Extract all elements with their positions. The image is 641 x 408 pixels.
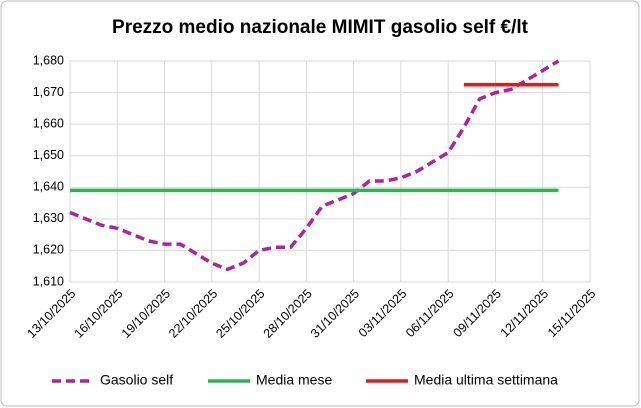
y-tick-label: 1,680 bbox=[33, 53, 64, 67]
y-tick-label: 1,610 bbox=[33, 274, 64, 288]
legend-label: Media mese bbox=[256, 372, 332, 388]
y-tick-label: 1,670 bbox=[33, 85, 64, 99]
legend-label: Gasolio self bbox=[100, 372, 173, 388]
y-tick-label: 1,660 bbox=[33, 116, 64, 130]
series-line bbox=[69, 59, 560, 272]
y-tick-label: 1,620 bbox=[33, 243, 64, 257]
chart-title: Prezzo medio nazionale MIMIT gasolio sel… bbox=[112, 17, 529, 38]
y-tick-label: 1,640 bbox=[33, 180, 64, 194]
y-tick-label: 1,630 bbox=[33, 211, 64, 225]
y-tick-label: 1,650 bbox=[33, 148, 64, 162]
legend-label: Media ultima settimana bbox=[414, 372, 558, 388]
